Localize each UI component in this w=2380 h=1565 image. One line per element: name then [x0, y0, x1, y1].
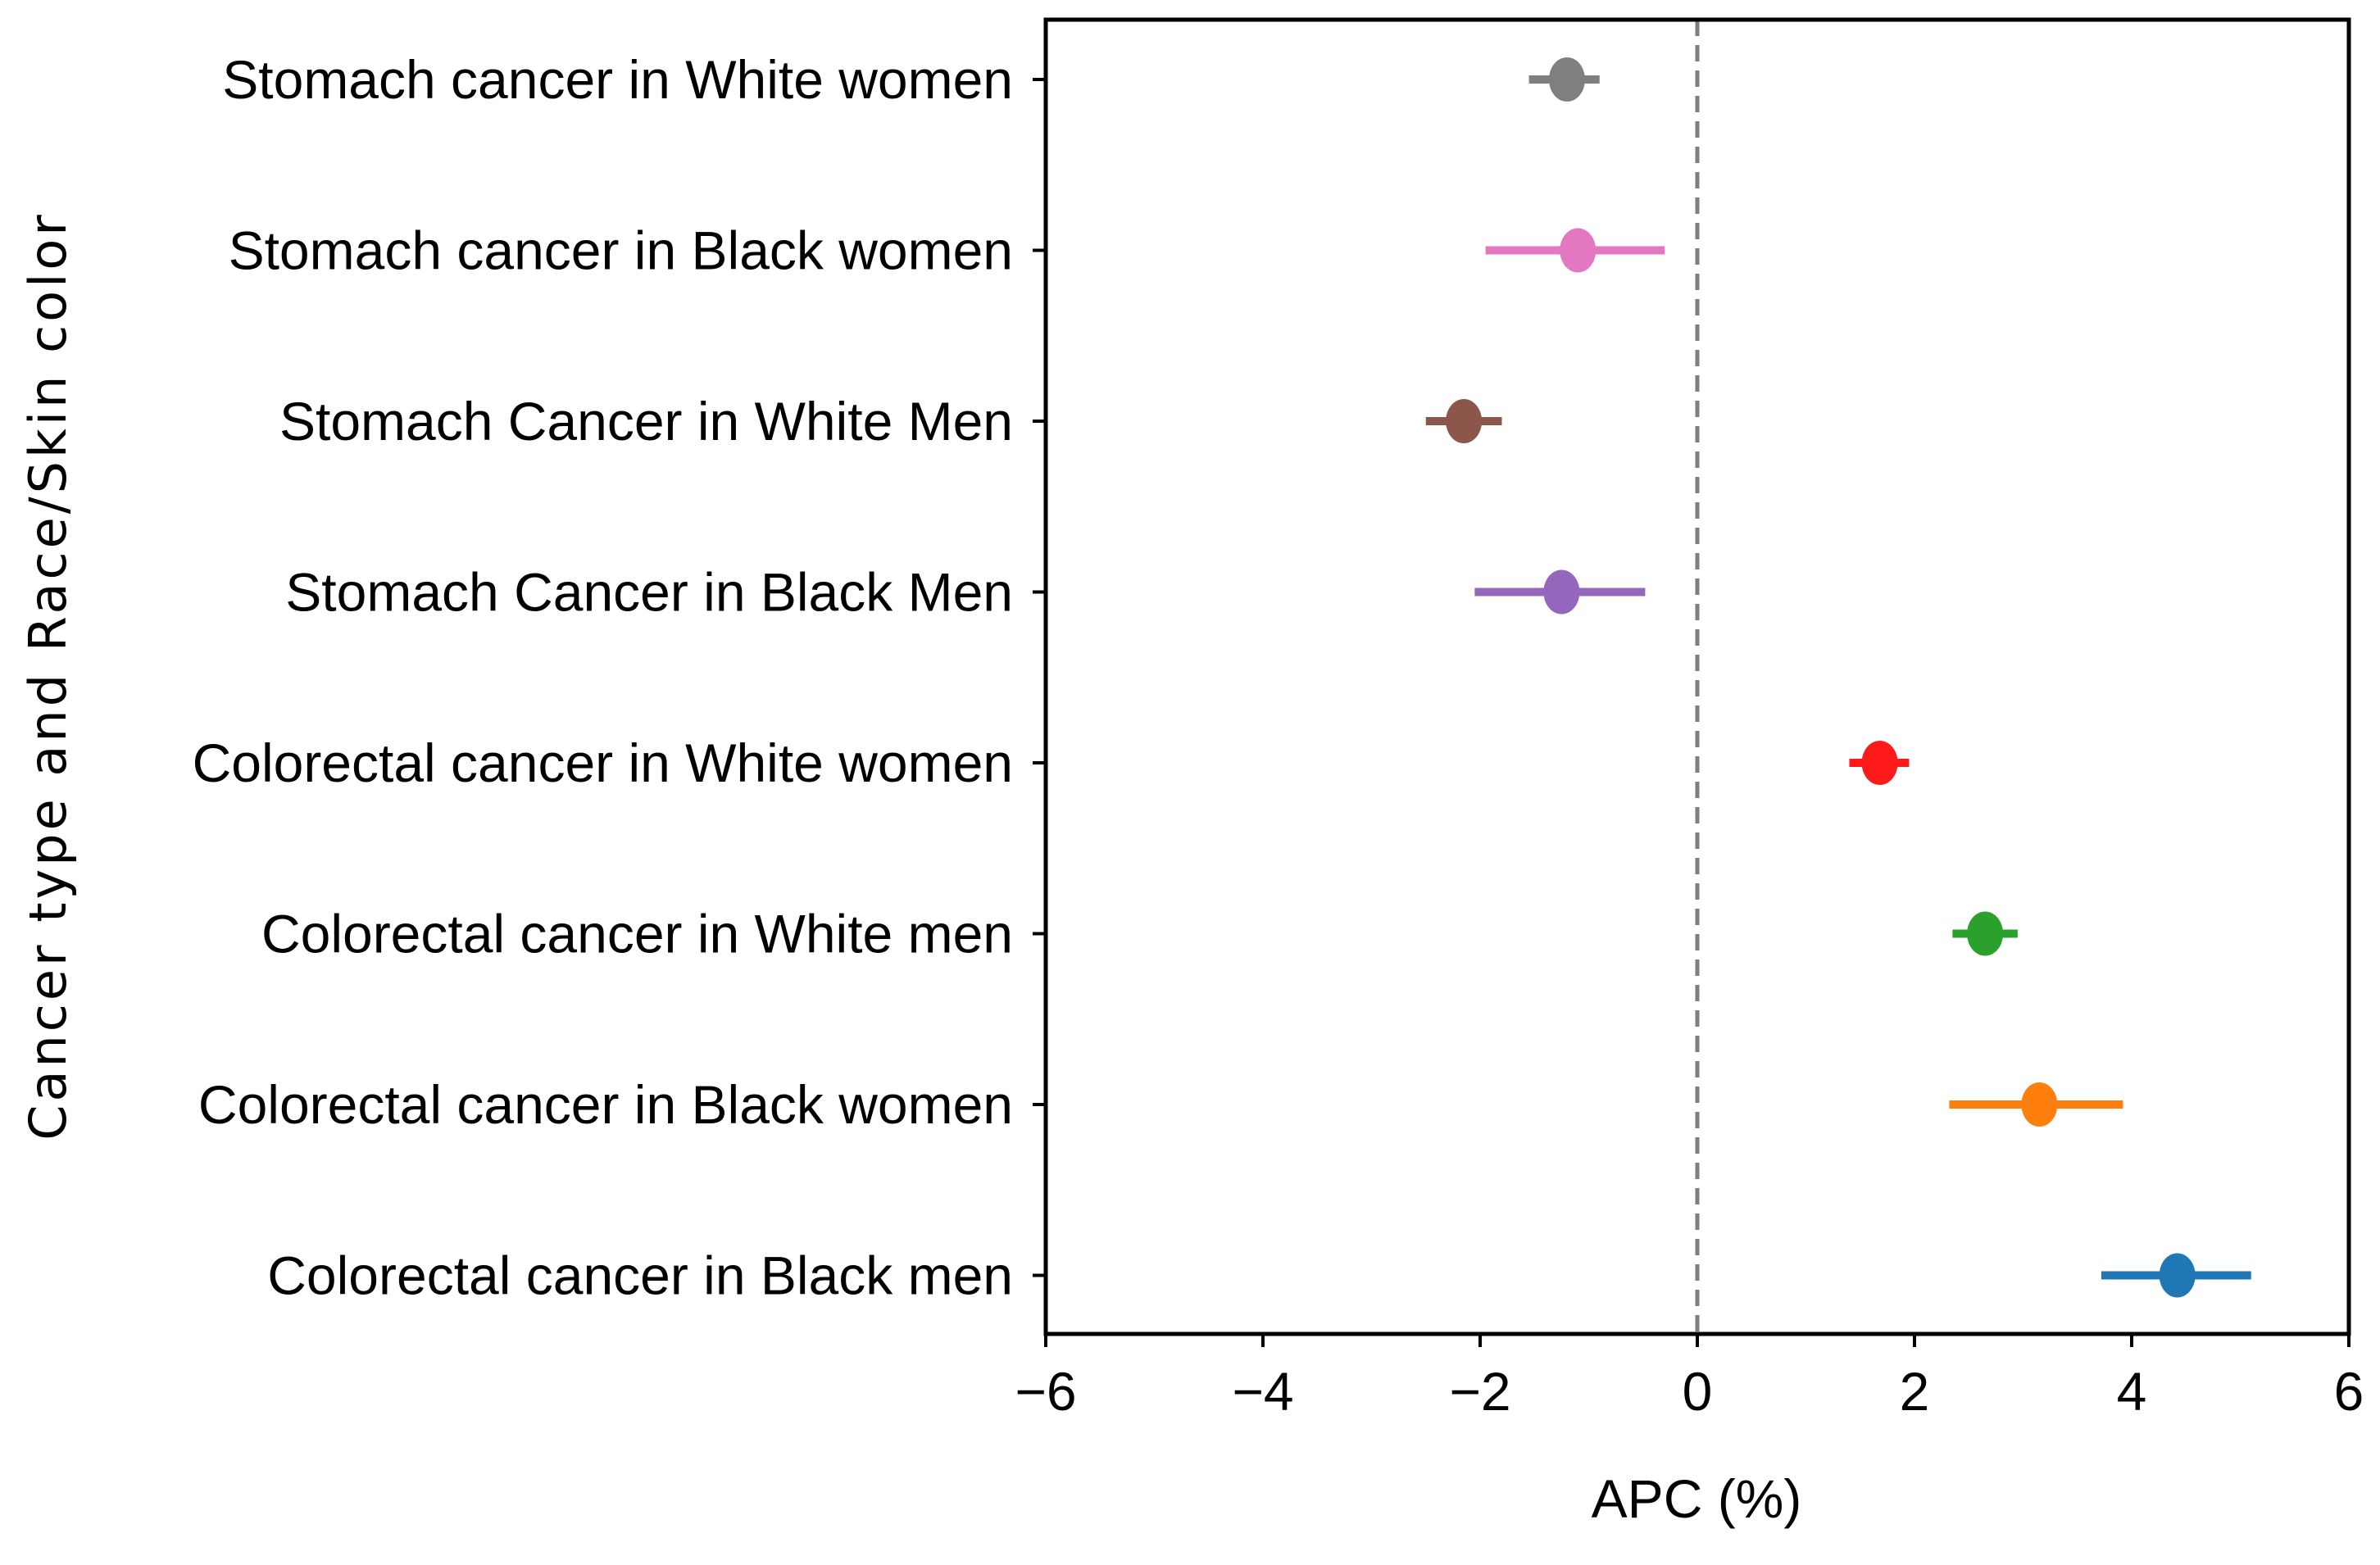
data-point [1861, 741, 1898, 785]
y-tick-label: Stomach Cancer in White Men [279, 391, 1013, 451]
x-axis-label: APC (%) [1592, 1468, 1802, 1529]
y-tick-label: Stomach Cancer in Black Men [285, 562, 1013, 623]
plot-frame [1043, 17, 2351, 1336]
y-axis-label: Cancer type and Race/Skin color [18, 211, 78, 1141]
x-tick-label: 4 [2117, 1361, 2147, 1422]
y-tick-label: Stomach cancer in Black women [229, 220, 1013, 281]
data-point [1446, 399, 1483, 443]
y-tick-label: Colorectal cancer in Black men [267, 1245, 1013, 1306]
y-tick-label: Colorectal cancer in White women [193, 733, 1013, 793]
data-point [1549, 57, 1585, 102]
x-tick-label: −6 [1015, 1361, 1076, 1422]
x-tick-label: −4 [1232, 1361, 1293, 1422]
data-point [1560, 228, 1597, 273]
data-point [2159, 1253, 2196, 1298]
y-tick-label: Colorectal cancer in White men [261, 904, 1013, 964]
y-tick-label: Stomach cancer in White women [222, 49, 1013, 110]
data-point [1967, 911, 2004, 956]
x-tick-label: 6 [2334, 1361, 2364, 1422]
x-tick-label: 0 [1683, 1361, 1713, 1422]
plot-area: Stomach cancer in White women Stomach can… [193, 17, 2364, 1422]
data-point [2021, 1082, 2058, 1127]
data-point [1543, 569, 1580, 615]
y-tick-label: Colorectal cancer in Black women [198, 1074, 1013, 1135]
x-tick-label: 2 [1900, 1361, 1930, 1422]
x-tick-label: −2 [1449, 1361, 1510, 1422]
